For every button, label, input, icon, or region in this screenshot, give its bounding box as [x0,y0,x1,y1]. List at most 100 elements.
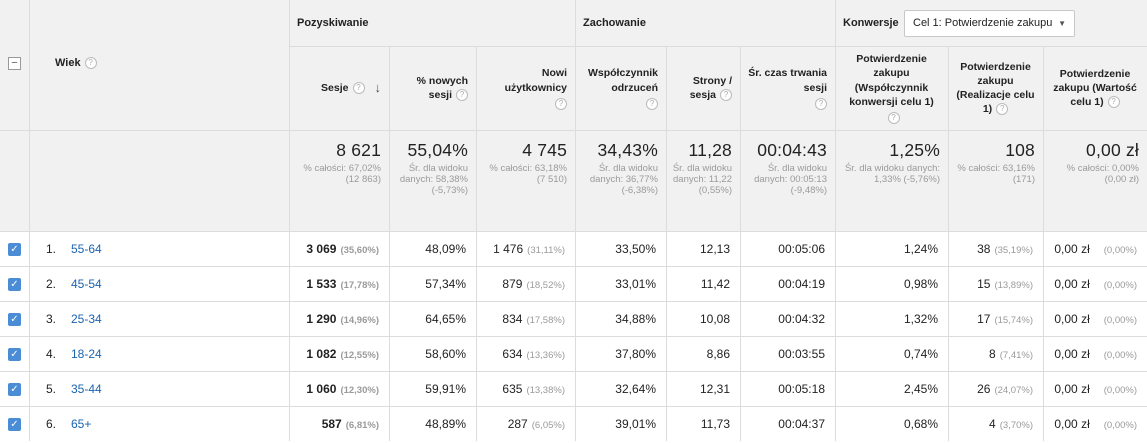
colhead-conv-rate[interactable]: Potwierdzenie zakupu (Współczynnik konwe… [835,46,948,130]
colhead-bounce[interactable]: Współczynnik odrzuceń? [575,46,666,130]
cell-sessions: 587 (6,81%) [289,407,389,442]
row-checkbox[interactable]: ✓ [8,313,21,326]
help-icon[interactable]: ? [646,97,658,110]
cell-value: 1 060 [306,382,337,396]
cell-pct: (0,00%) [1103,385,1137,396]
row-checkbox[interactable]: ✓ [8,278,21,291]
age-link[interactable]: 35-44 [71,382,102,396]
cell-pct: (14,96%) [340,315,379,326]
cell-new-sessions: 58,60% [425,347,466,361]
cell-pages: 11,73 [700,417,730,431]
row-index: 6. [46,417,57,431]
divider [0,406,1147,407]
cell-new-sessions: 48,89% [425,417,466,431]
help-icon[interactable]: ? [720,89,732,102]
row-checkbox[interactable]: ✓ [8,348,21,361]
sort-desc-icon[interactable]: ↓ [374,80,382,96]
total-sub: Śr. dla widoku danych: 58,38% (-5,73%) [399,163,468,196]
colhead-pages[interactable]: Strony / sesja? [666,46,740,130]
cell-sessions: 1 533 (17,78%) [289,267,389,302]
cell-conv-value: 0,00 zł (0,00%) [1043,267,1147,302]
cell-pages: 12,13 [699,242,730,256]
help-icon[interactable]: ? [887,111,900,124]
total-value: 00:04:43 [757,140,827,160]
colhead-pages-label: Strony / sesja [689,74,732,101]
divider [1043,46,1044,441]
cell-conv-rate: 2,45% [903,382,938,396]
cell-pct: (0,00%) [1103,350,1137,361]
row-checkbox[interactable]: ✓ [8,418,21,431]
age-link[interactable]: 25-34 [71,312,102,326]
cell-bounce: 33,01% [615,277,656,291]
total-conv-rate: 1,25% Śr. dla widoku danych: 1,33% (-5,7… [835,131,948,232]
help-icon[interactable]: ? [1107,96,1120,109]
colhead-new-sessions[interactable]: % nowych sesji? [389,46,476,130]
age-link[interactable]: 55-64 [71,242,102,256]
colhead-duration-label: Śr. czas trwania sesji [748,67,827,94]
colhead-duration[interactable]: Śr. czas trwania sesji? [740,46,835,130]
age-link[interactable]: 18-24 [71,347,102,361]
cell-pct: (17,78%) [340,280,379,291]
cell-conv-count: 17 (15,74%) [948,302,1043,337]
total-bounce: 34,43% Śr. dla widoku danych: 36,77% (-6… [575,131,666,232]
colhead-sessions[interactable]: Sesje? ↓ [289,46,389,130]
help-icon[interactable]: ? [84,57,97,70]
cell-pct: (6,81%) [345,420,379,431]
help-icon[interactable]: ? [996,103,1009,116]
total-value: 11,28 [688,140,732,160]
help-icon[interactable]: ? [555,97,567,110]
cell-value: 0,00 zł [1054,242,1090,256]
total-sub: % całości: 67,02% (12 863) [303,163,381,185]
colhead-conv-value[interactable]: Potwierdzenie zakupu (Wartość celu 1)? [1043,46,1147,130]
cell-value: 834 [502,312,523,326]
divider [0,231,1147,232]
dimension-label: Wiek [55,57,81,69]
cell-conv-count: 15 (13,89%) [948,267,1043,302]
colhead-conv-value-label: Potwierdzenie zakupu (Wartość celu 1) [1053,67,1137,109]
total-value: 4 745 [522,140,567,160]
cell-new-sessions: 57,34% [425,277,466,291]
cell-conv-value: 0,00 zł (0,00%) [1043,337,1147,372]
cell-bounce: 34,88% [615,312,656,326]
table-row: ✓ 1. 55-64 3 069 (35,60%) 48,09% 1 476 (31,11%)… [0,232,1147,267]
total-new-users: 4 745 % całości: 63,18% (7 510) [476,131,575,232]
divider [389,46,390,441]
dimension-header[interactable]: Wiek? [55,57,97,70]
cell-pct: (0,00%) [1103,315,1137,326]
total-conv-count: 108 % całości: 63,16% (171) [948,131,1043,232]
age-link[interactable]: 65+ [71,417,92,431]
total-sub: % całości: 63,18% (7 510) [489,163,567,185]
cell-pct: (7,41%) [999,350,1033,361]
group-conversions: Konwersje [843,17,899,29]
table-row: ✓ 4. 18-24 1 082 (12,55%) 58,60% 634 (13,36%) 37… [0,337,1147,372]
cell-new-sessions: 64,65% [425,312,466,326]
row-checkbox[interactable]: ✓ [8,243,21,256]
cell-value: 1 082 [306,347,337,361]
help-icon[interactable]: ? [815,97,827,110]
cell-pct: (0,00%) [1103,420,1137,431]
goal-select[interactable]: Cel 1: Potwierdzenie zakupu ▼ [904,10,1075,37]
row-index: 2. [46,277,57,291]
total-value: 55,04% [407,140,468,160]
divider [0,266,1147,267]
table-row: ✓ 2. 45-54 1 533 (17,78%) 57,34% 879 (18,52%) 33… [0,267,1147,302]
cell-bounce: 37,80% [615,347,656,361]
age-link[interactable]: 45-54 [71,277,102,291]
total-value: 1,25% [889,140,940,160]
cell-conv-count: 38 (35,19%) [948,232,1043,267]
total-conv-value: 0,00 zł % całości: 0,00% (0,00 zł) [1043,131,1147,232]
cell-pct: (13,38%) [526,385,565,396]
colhead-conv-count[interactable]: Potwierdzenie zakupu (Realizacje celu 1)… [948,46,1043,130]
divider [575,0,576,441]
cell-pct: (35,19%) [994,245,1033,256]
cell-new-sessions: 59,91% [425,382,466,396]
help-icon[interactable]: ? [456,89,468,102]
cell-pct: (18,52%) [526,280,565,291]
row-checkbox[interactable]: ✓ [8,383,21,396]
cell-sessions: 1 290 (14,96%) [289,302,389,337]
cell-new-users: 834 (17,58%) [476,302,575,337]
help-icon[interactable]: ? [352,82,365,94]
colhead-new-users[interactable]: Nowi użytkownicy? [476,46,575,130]
collapse-toggle[interactable]: − [8,57,21,70]
total-value: 8 621 [336,140,381,160]
